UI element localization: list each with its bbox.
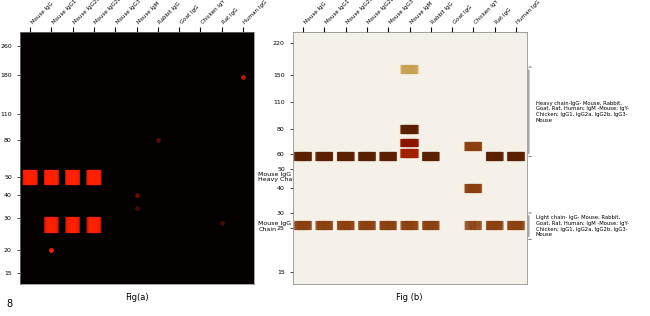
Text: Heavy chain-IgG- Mouse, Rabbit,
Goat, Rat, Human; IgM -Mouse; IgY-
Chicken; IgG1: Heavy chain-IgG- Mouse, Rabbit, Goat, Ra… — [536, 100, 629, 123]
Text: Fig (b): Fig (b) — [396, 293, 422, 302]
Text: Light chain- IgG- Mouse, Rabbit,
Goat, Rat, Human; IgM -Mouse; IgY-
Chicken; IgG: Light chain- IgG- Mouse, Rabbit, Goat, R… — [536, 215, 629, 237]
Text: Mouse IgG
Heavy Chain: Mouse IgG Heavy Chain — [258, 172, 298, 182]
Text: Mouse IgG Light
Chain: Mouse IgG Light Chain — [258, 221, 309, 232]
Text: Fig(a): Fig(a) — [125, 293, 148, 302]
Text: 8: 8 — [6, 299, 12, 308]
